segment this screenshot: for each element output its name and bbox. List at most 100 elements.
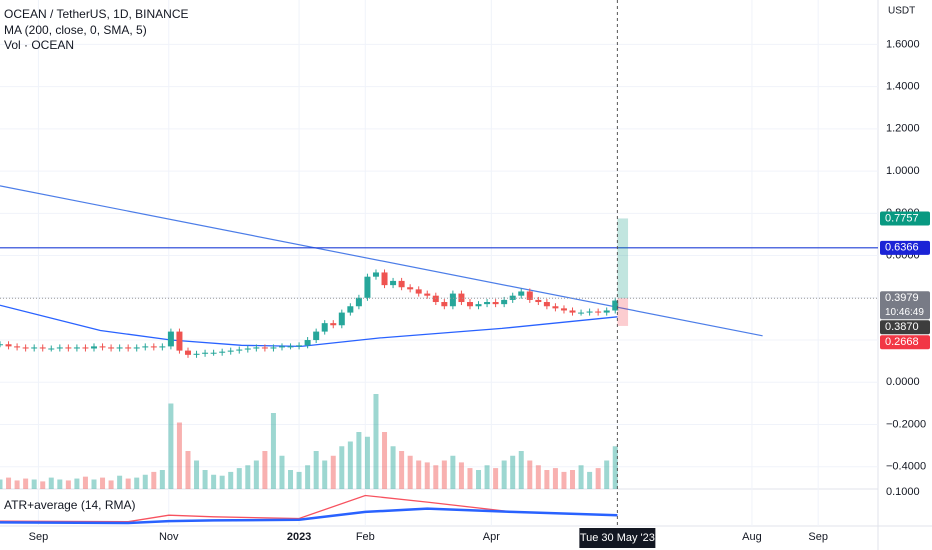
candle-body xyxy=(202,352,209,354)
atr-line xyxy=(0,494,618,523)
volume-bar xyxy=(382,432,388,489)
volume-bar xyxy=(262,451,268,489)
volume-bar xyxy=(544,470,550,489)
candle-body xyxy=(133,347,140,349)
volume-bar xyxy=(57,479,63,489)
crosshair-box xyxy=(579,528,656,548)
candle-body xyxy=(415,289,422,294)
candle-body xyxy=(407,287,414,290)
candle-body xyxy=(543,302,550,307)
candle-body xyxy=(56,347,63,349)
volume-bar xyxy=(595,468,601,489)
candle-body xyxy=(560,308,567,311)
volume-bar xyxy=(125,478,131,489)
target-zone xyxy=(617,218,629,299)
candle-body xyxy=(210,352,217,354)
y-tick-label: −0.2000 xyxy=(886,418,926,430)
candle-body xyxy=(501,299,508,305)
volume-bar xyxy=(219,475,225,489)
volume-bar xyxy=(14,480,20,489)
candle-body xyxy=(424,293,431,296)
x-tick-label: Sep xyxy=(808,531,828,543)
atr-line xyxy=(0,507,618,525)
y-tick-label: 1.2000 xyxy=(886,123,920,135)
candle-body xyxy=(244,348,251,350)
volume-bar xyxy=(313,451,319,489)
volume-bar xyxy=(168,403,174,489)
y-tick-label: 1.0000 xyxy=(886,165,920,177)
volume-bar xyxy=(527,460,533,489)
volume-bar xyxy=(40,481,46,489)
candle-body xyxy=(509,295,516,300)
symbol-title: OCEAN / TetherUS, 1D, BINANCE xyxy=(4,7,189,21)
volume-bar xyxy=(390,446,396,489)
candle-body xyxy=(526,291,533,300)
y-tick-label: 1.4000 xyxy=(886,81,920,93)
volume-bar xyxy=(108,480,114,489)
volume-bar xyxy=(604,460,610,489)
volume-bar xyxy=(433,465,439,489)
candle-body xyxy=(492,302,499,305)
candle-body xyxy=(150,346,157,348)
volume-bar xyxy=(159,470,165,489)
candle-body xyxy=(432,295,439,303)
candle-body xyxy=(552,306,559,309)
candle-body xyxy=(125,347,132,349)
candle-body xyxy=(484,302,491,305)
volume-bar xyxy=(407,455,413,489)
price-label: 0.3870 xyxy=(885,321,919,333)
candle-body xyxy=(372,272,379,277)
candle-body xyxy=(612,300,619,311)
volume-bar xyxy=(176,422,182,489)
candle-body xyxy=(82,347,89,349)
indicator-label: MA (200, close, 0, SMA, 5) xyxy=(4,23,147,37)
volume-bar xyxy=(476,470,482,489)
x-tick-label: Sep xyxy=(29,531,49,543)
candle-body xyxy=(65,347,72,349)
volume-bar xyxy=(416,460,422,489)
candle-body xyxy=(0,344,3,346)
volume-bar xyxy=(373,394,379,489)
volume-bar xyxy=(535,465,541,489)
price-label: 0.7757 xyxy=(885,212,919,224)
volume-bar xyxy=(364,436,370,489)
candle-body xyxy=(14,346,21,348)
volume-bar xyxy=(6,477,12,489)
candle-body xyxy=(73,347,80,349)
candle-body xyxy=(99,346,106,348)
candle-body xyxy=(108,347,115,349)
candle-body xyxy=(449,293,456,307)
volume-bar xyxy=(0,479,3,489)
candle-body xyxy=(595,311,602,313)
price-label-box xyxy=(880,211,930,226)
candle-body xyxy=(219,351,226,353)
candle-body xyxy=(142,346,149,348)
candle-body xyxy=(167,331,174,347)
volume-bar xyxy=(23,478,29,489)
volume-bar xyxy=(117,475,123,489)
candle-body xyxy=(159,346,166,348)
volume-bar xyxy=(510,455,516,489)
volume-bar xyxy=(270,413,276,489)
volume-bar xyxy=(100,477,106,489)
moving-average xyxy=(0,304,618,348)
volume-bar xyxy=(82,476,88,489)
x-tick-label: Feb xyxy=(356,531,375,543)
candle-body xyxy=(22,347,29,349)
candle-body xyxy=(270,347,277,349)
candle-body xyxy=(261,347,268,349)
indicator-label: Vol · OCEAN xyxy=(4,38,74,52)
y-tick-label: −0.4000 xyxy=(886,461,926,473)
candle-body xyxy=(184,350,191,355)
volume-bar xyxy=(424,462,430,489)
volume-bar xyxy=(74,478,80,489)
volume-bar xyxy=(587,471,593,489)
volume-bar xyxy=(322,460,328,489)
candle-body xyxy=(518,291,525,296)
candle-body xyxy=(475,304,482,307)
volume-bar xyxy=(305,465,311,489)
volume-bar xyxy=(347,441,353,489)
volume-bar xyxy=(484,465,490,489)
